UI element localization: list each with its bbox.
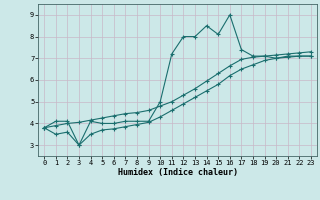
X-axis label: Humidex (Indice chaleur): Humidex (Indice chaleur)	[118, 168, 238, 177]
